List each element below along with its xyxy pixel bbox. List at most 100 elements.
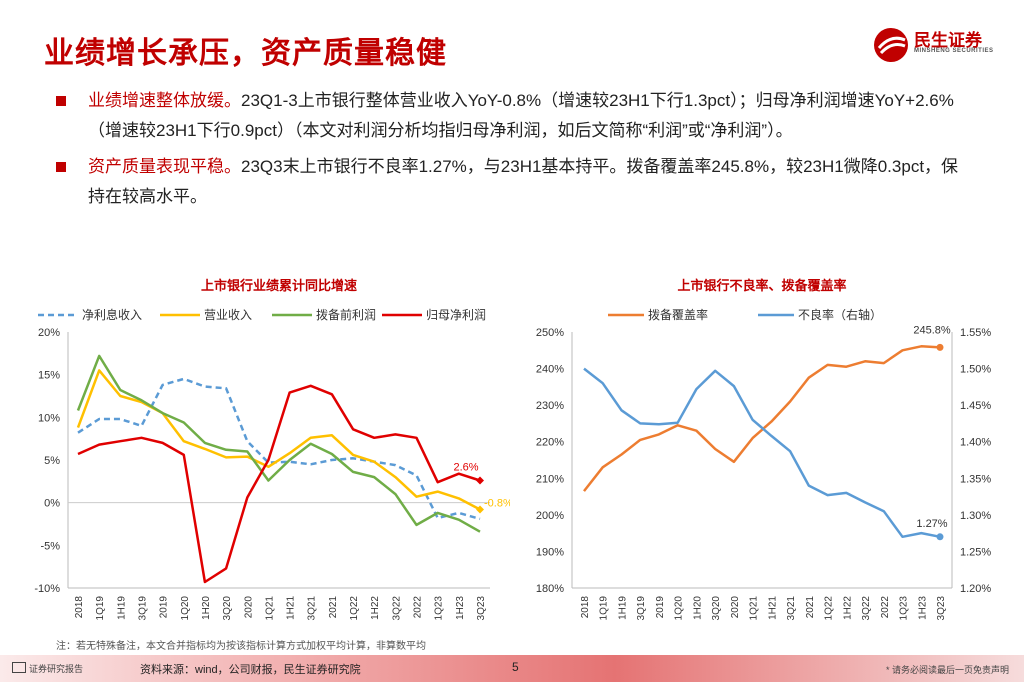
series-line-coverage <box>583 345 941 492</box>
series-line-拨备前利润 <box>76 354 481 533</box>
x-tick-label: 1Q20 <box>674 596 685 621</box>
bullet-asset-quality: 资产质量表现平稳。23Q3末上市银行不良率1.27%，与23H1基本持平。拨备覆… <box>52 152 972 212</box>
legend-label: 不良率（右轴） <box>798 307 882 322</box>
end-marker <box>476 505 484 514</box>
end-marker <box>936 533 944 541</box>
y-tick-label: 15% <box>38 370 60 382</box>
x-tick-label: 2021 <box>805 596 816 619</box>
bullet-text: 23Q3末上市银行不良率1.27%，与23H1基本持平。拨备覆盖率245.8%，… <box>88 157 959 206</box>
y-left-tick-label: 180% <box>536 583 564 595</box>
x-tick-label: 2020 <box>730 596 741 619</box>
data-label: 2.6% <box>453 461 478 473</box>
x-tick-label: 1Q22 <box>349 596 360 621</box>
legend-label: 拨备前利润 <box>316 307 376 322</box>
footer-bar: 证券研究报告 资料来源：wind，公司财报，民生证券研究院 5 * 请务必阅读最… <box>0 655 1024 682</box>
x-tick-label: 3Q23 <box>936 596 947 621</box>
x-tick-label: 3Q22 <box>391 596 402 621</box>
footnote: 注：若无特殊备注，本文合并指标均为按该指标计算方式加权平均计算，非算数平均 <box>56 641 426 652</box>
x-tick-label: 2019 <box>655 596 666 619</box>
y-tick-label: 20% <box>38 327 60 339</box>
y-left-tick-label: 250% <box>536 327 564 339</box>
y-right-tick-label: 1.40% <box>960 437 991 449</box>
y-right-tick-label: 1.45% <box>960 400 991 412</box>
data-label: 1.27% <box>916 518 947 530</box>
source-text: 资料来源：wind，公司财报，民生证券研究院 <box>140 664 361 676</box>
brand-logo: 民生证券 MINSHENG SECURITIES <box>872 24 1002 64</box>
x-tick-label: 1Q21 <box>749 596 760 621</box>
y-left-tick-label: 210% <box>536 473 564 485</box>
x-tick-label: 3Q19 <box>636 596 647 621</box>
x-tick-label: 1Q19 <box>95 596 106 621</box>
x-tick-label: 1H20 <box>201 596 212 620</box>
x-tick-label: 1H20 <box>692 596 703 620</box>
bullet-highlight: 业绩增速整体放缓。 <box>88 91 241 110</box>
y-right-tick-label: 1.55% <box>960 327 991 339</box>
disclaimer-text: * 请务必阅读最后一页免责声明 <box>886 665 1010 675</box>
y-left-tick-label: 220% <box>536 437 564 449</box>
y-tick-label: 10% <box>38 412 60 424</box>
x-tick-label: 1H19 <box>116 596 127 620</box>
bullet-highlight: 资产质量表现平稳。 <box>88 157 241 176</box>
y-left-tick-label: 240% <box>536 364 564 376</box>
x-tick-label: 3Q19 <box>137 596 148 621</box>
x-tick-label: 1H21 <box>286 596 297 620</box>
minsheng-logo-icon <box>874 28 908 62</box>
logo-subtext: MINSHENG SECURITIES <box>914 48 994 54</box>
bullet-performance: 业绩增速整体放缓。23Q1-3上市银行整体营业收入YoY-0.8%（增速较23H… <box>52 86 972 146</box>
y-tick-label: -5% <box>40 540 60 552</box>
y-left-tick-label: 230% <box>536 400 564 412</box>
y-left-tick-label: 190% <box>536 546 564 558</box>
y-right-tick-label: 1.35% <box>960 473 991 485</box>
x-tick-label: 2022 <box>413 596 424 619</box>
data-label: -0.8% <box>484 497 510 509</box>
book-icon <box>12 662 26 673</box>
y-right-tick-label: 1.50% <box>960 364 991 376</box>
y-tick-label: -10% <box>34 583 60 595</box>
page-title: 业绩增长承压，资产质量稳健 <box>44 37 447 70</box>
x-tick-label: 1Q23 <box>434 596 445 621</box>
series-line-净利息收入 <box>77 377 481 521</box>
series-line-npl <box>583 367 941 539</box>
x-tick-label: 3Q23 <box>476 596 487 621</box>
y-right-tick-label: 1.20% <box>960 583 991 595</box>
logo-text: 民生证券 <box>914 31 982 50</box>
legend-label: 营业收入 <box>204 308 252 322</box>
bullet-text: 23Q1-3上市银行整体营业收入YoY-0.8%（增速较23H1下行1.3pct… <box>88 91 954 140</box>
x-tick-label: 2022 <box>880 596 891 619</box>
y-right-tick-label: 1.25% <box>960 546 991 558</box>
x-tick-label: 1H22 <box>370 596 381 620</box>
data-label: 245.8% <box>913 324 951 336</box>
x-tick-label: 1Q22 <box>824 596 835 621</box>
x-tick-label: 2020 <box>243 596 254 619</box>
end-marker <box>476 476 484 485</box>
y-tick-label: 0% <box>44 498 60 510</box>
x-tick-label: 2018 <box>74 596 85 619</box>
x-tick-label: 2021 <box>328 596 339 619</box>
report-label: 证券研究报告 <box>12 662 83 675</box>
x-tick-label: 1H23 <box>455 596 466 620</box>
chart-title: 上市银行业绩累计同比增速 <box>201 278 357 293</box>
x-tick-label: 1H23 <box>917 596 928 620</box>
bullet-marker-icon <box>56 96 66 106</box>
x-tick-label: 3Q20 <box>222 596 233 621</box>
x-tick-label: 1Q23 <box>899 596 910 621</box>
x-tick-label: 3Q20 <box>711 596 722 621</box>
x-tick-label: 2019 <box>159 596 170 619</box>
y-left-tick-label: 200% <box>536 510 564 522</box>
legend-label: 归母净利润 <box>426 308 486 322</box>
page-number: 5 <box>512 660 519 674</box>
end-marker <box>936 343 944 351</box>
bullet-marker-icon <box>56 162 66 172</box>
legend-label: 拨备覆盖率 <box>648 307 708 322</box>
x-tick-label: 3Q21 <box>786 596 797 621</box>
x-tick-label: 1H22 <box>842 596 853 620</box>
x-tick-label: 1Q19 <box>599 596 610 621</box>
series-line-营业收入 <box>76 369 481 511</box>
x-tick-label: 1Q20 <box>180 596 191 621</box>
summary-bullets: 业绩增速整体放缓。23Q1-3上市银行整体营业收入YoY-0.8%（增速较23H… <box>52 86 972 218</box>
x-tick-label: 3Q22 <box>861 596 872 621</box>
x-tick-label: 1H21 <box>767 596 778 620</box>
y-right-tick-label: 1.30% <box>960 510 991 522</box>
